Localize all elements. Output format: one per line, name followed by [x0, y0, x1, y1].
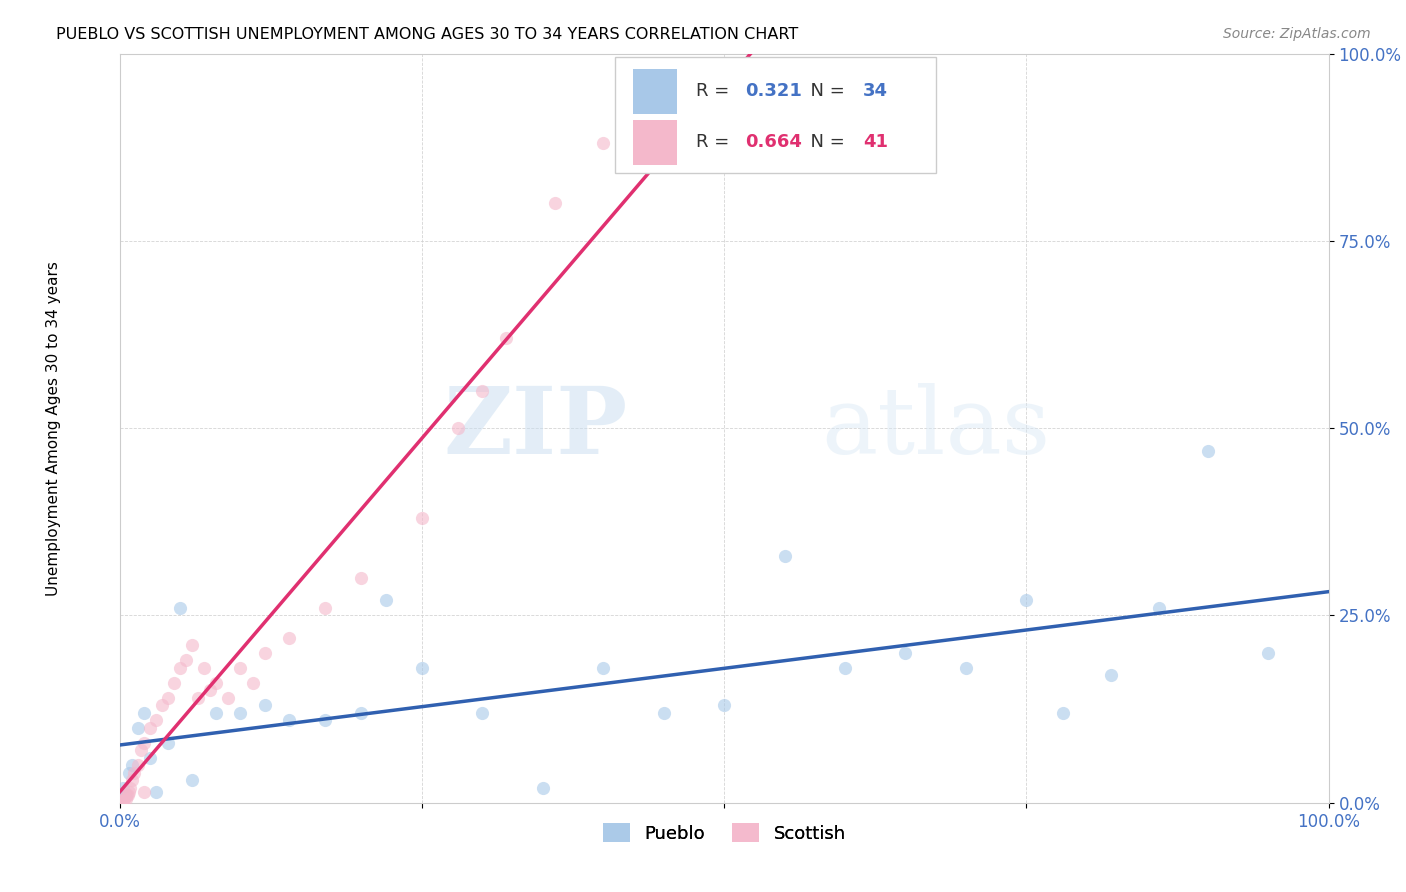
Point: [1197, 443, 1219, 458]
Point: [217, 690, 239, 705]
Point: [193, 661, 215, 675]
Point: [111, 793, 134, 807]
Point: [314, 714, 336, 728]
Text: N =: N =: [799, 134, 851, 152]
Point: [894, 646, 917, 660]
Point: [253, 646, 276, 660]
Point: [121, 773, 143, 788]
Point: [138, 721, 162, 735]
Point: [169, 601, 191, 615]
Point: [1015, 593, 1038, 607]
Point: [955, 661, 977, 675]
Point: [495, 331, 517, 345]
Point: [314, 601, 336, 615]
Point: [350, 706, 373, 720]
Point: [592, 661, 614, 675]
Point: [112, 792, 135, 806]
Point: [200, 683, 222, 698]
Point: [110, 793, 132, 807]
Point: [1149, 601, 1171, 615]
Point: [118, 784, 141, 798]
Point: [115, 789, 138, 803]
Text: PUEBLO VS SCOTTISH UNEMPLOYMENT AMONG AGES 30 TO 34 YEARS CORRELATION CHART: PUEBLO VS SCOTTISH UNEMPLOYMENT AMONG AG…: [56, 27, 799, 42]
Point: [277, 631, 299, 645]
Text: atlas: atlas: [821, 384, 1050, 473]
Point: [471, 384, 494, 398]
Point: [229, 661, 252, 675]
Point: [411, 511, 433, 525]
Point: [471, 706, 494, 720]
Point: [350, 571, 373, 585]
Text: Source: ZipAtlas.com: Source: ZipAtlas.com: [1223, 27, 1371, 41]
Point: [277, 714, 299, 728]
Point: [122, 765, 145, 780]
Point: [544, 196, 567, 211]
Point: [117, 789, 139, 803]
Point: [229, 706, 252, 720]
Point: [163, 676, 186, 690]
Point: [129, 743, 152, 757]
Text: 41: 41: [863, 134, 889, 152]
Point: [138, 751, 162, 765]
Text: ZIP: ZIP: [443, 384, 627, 473]
Text: R =: R =: [696, 134, 735, 152]
Point: [531, 780, 554, 795]
Point: [156, 690, 179, 705]
Text: R =: R =: [696, 82, 735, 101]
FancyBboxPatch shape: [616, 57, 936, 173]
Point: [112, 780, 135, 795]
Point: [1099, 668, 1122, 682]
Point: [181, 773, 204, 788]
Point: [834, 661, 856, 675]
Point: [121, 758, 143, 772]
Text: 0.321: 0.321: [745, 82, 801, 101]
Point: [145, 714, 167, 728]
Point: [150, 698, 173, 713]
Point: [773, 549, 796, 563]
Text: 0.664: 0.664: [745, 134, 801, 152]
Point: [374, 593, 396, 607]
Point: [447, 421, 470, 435]
Point: [114, 789, 136, 803]
FancyBboxPatch shape: [633, 120, 676, 165]
Point: [652, 706, 675, 720]
Point: [1052, 706, 1074, 720]
Text: Unemployment Among Ages 30 to 34 years: Unemployment Among Ages 30 to 34 years: [45, 260, 60, 596]
Point: [411, 661, 433, 675]
Point: [187, 690, 209, 705]
Point: [118, 765, 141, 780]
Point: [112, 793, 135, 807]
Point: [1257, 646, 1279, 660]
Point: [181, 639, 204, 653]
Point: [114, 792, 136, 806]
Point: [132, 736, 155, 750]
Legend: Pueblo, Scottish: Pueblo, Scottish: [595, 816, 853, 850]
Point: [253, 698, 276, 713]
Text: N =: N =: [799, 82, 851, 101]
Point: [127, 721, 149, 735]
Point: [110, 793, 132, 807]
Point: [713, 698, 735, 713]
FancyBboxPatch shape: [633, 70, 676, 113]
Point: [120, 780, 142, 795]
Point: [174, 653, 197, 667]
Point: [145, 784, 167, 798]
Text: 34: 34: [863, 82, 889, 101]
Point: [132, 706, 155, 720]
Point: [205, 706, 228, 720]
Point: [156, 736, 179, 750]
Point: [127, 758, 149, 772]
Point: [205, 676, 228, 690]
Point: [169, 661, 191, 675]
Point: [132, 784, 155, 798]
Point: [592, 136, 614, 151]
Point: [242, 676, 264, 690]
